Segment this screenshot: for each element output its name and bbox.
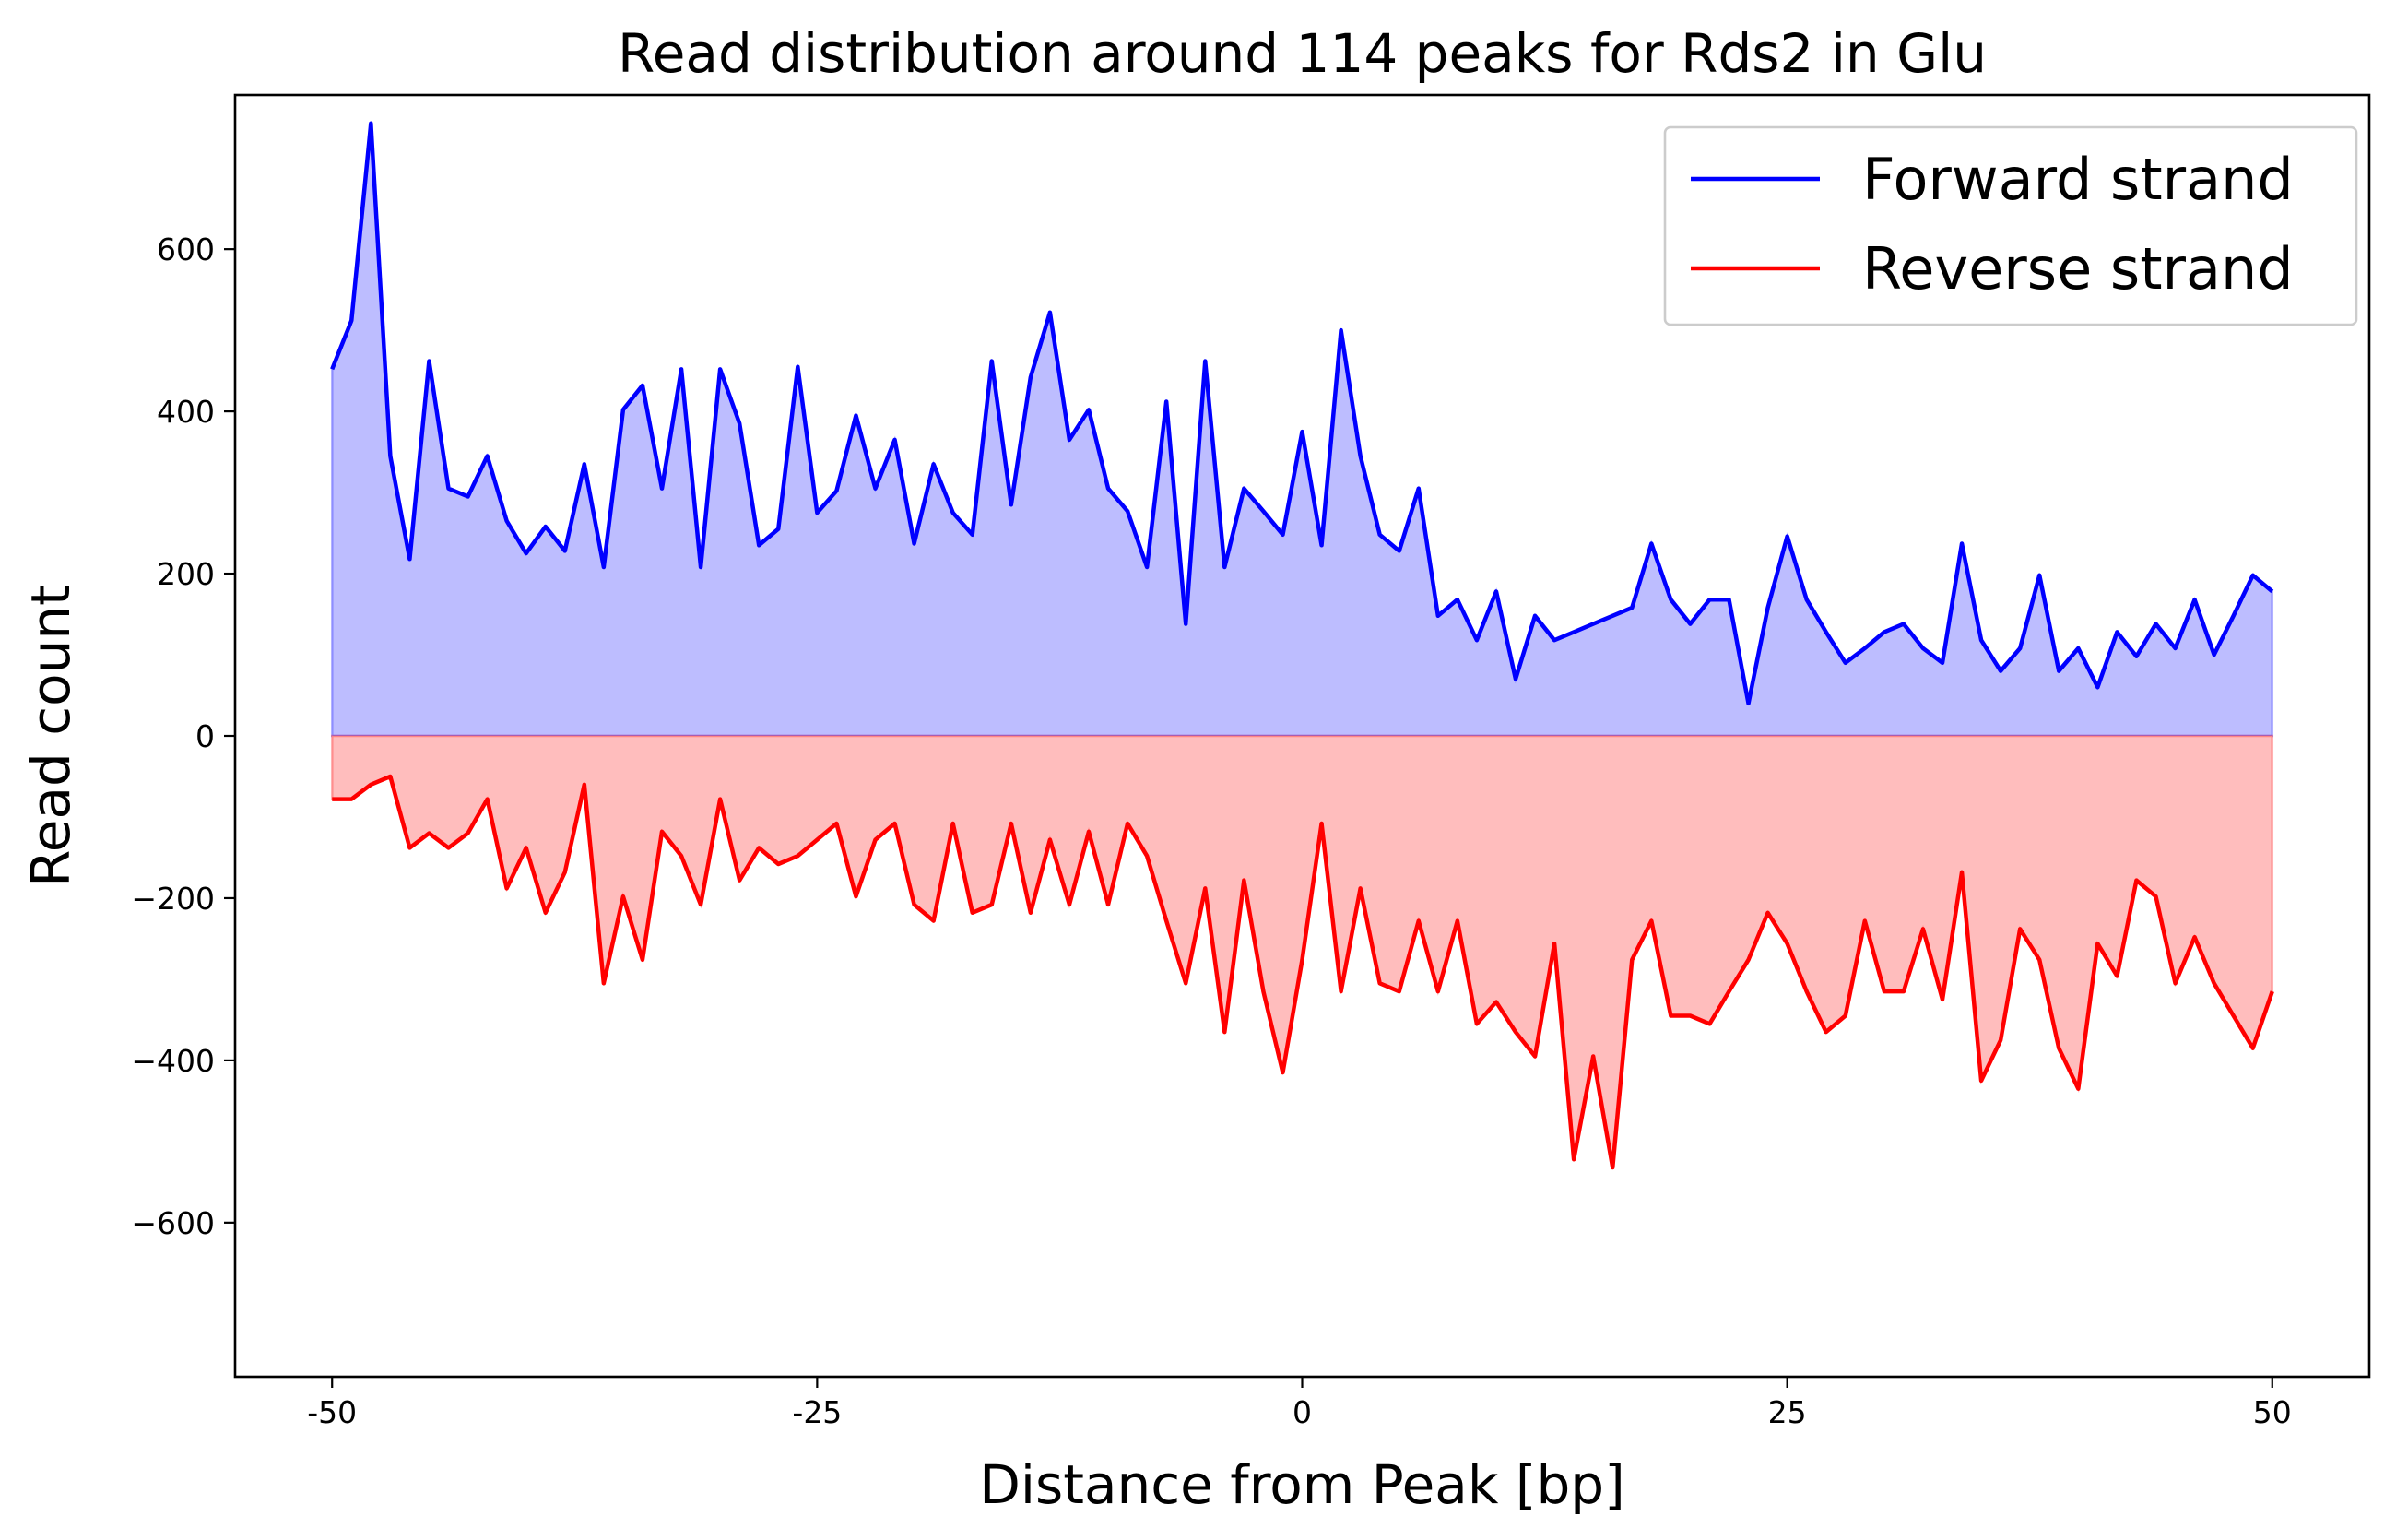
y-tick-label: −600 bbox=[131, 1205, 215, 1241]
y-tick-label: 200 bbox=[157, 556, 215, 592]
axis-ticks: -50 -25 0 25 50 −600 −400 −200 0 200 400 600 bbox=[131, 231, 2291, 1430]
chart-title: Read distribution around 114 peaks for R… bbox=[618, 22, 1987, 85]
forward-strand-line bbox=[330, 121, 2274, 706]
legend: Forward strand Reverse strand bbox=[1663, 125, 2358, 326]
x-tick-label: -25 bbox=[792, 1394, 842, 1430]
y-tick-label: 400 bbox=[157, 394, 215, 430]
x-tick-label: 0 bbox=[1293, 1394, 1312, 1430]
x-tick-label: 25 bbox=[1768, 1394, 1807, 1430]
legend-box bbox=[1663, 125, 2358, 326]
x-tick-label: 50 bbox=[2253, 1394, 2292, 1430]
y-axis-label: Read count bbox=[19, 585, 82, 887]
y-tick-label: 600 bbox=[157, 231, 215, 267]
y-tick-label: 0 bbox=[195, 718, 215, 754]
plot-area-frame bbox=[233, 93, 2371, 1379]
legend-label-forward: Forward strand bbox=[1862, 146, 2294, 213]
legend-label-reverse: Reverse strand bbox=[1862, 235, 2294, 302]
y-tick-label: −200 bbox=[131, 881, 215, 917]
y-tick-label: −400 bbox=[131, 1043, 215, 1079]
series-lines bbox=[330, 121, 2274, 1170]
reverse-strand-line bbox=[332, 774, 2274, 1170]
x-axis-label: Distance from Peak [bp] bbox=[979, 1453, 1625, 1516]
x-tick-label: -50 bbox=[307, 1394, 357, 1430]
